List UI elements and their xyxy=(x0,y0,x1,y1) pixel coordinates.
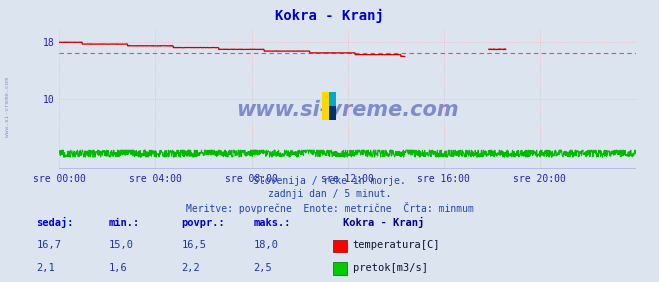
Bar xyxy=(329,106,336,120)
Text: sedaj:: sedaj: xyxy=(36,217,74,228)
Bar xyxy=(322,92,329,120)
Text: www.si-vreme.com: www.si-vreme.com xyxy=(237,100,459,120)
Text: 2,1: 2,1 xyxy=(36,263,55,273)
Text: pretok[m3/s]: pretok[m3/s] xyxy=(353,263,428,273)
Text: Kokra - Kranj: Kokra - Kranj xyxy=(343,217,424,228)
Text: Kokra - Kranj: Kokra - Kranj xyxy=(275,8,384,23)
Text: 16,5: 16,5 xyxy=(181,240,206,250)
Text: zadnji dan / 5 minut.: zadnji dan / 5 minut. xyxy=(268,189,391,199)
Text: Slovenija / reke in morje.: Slovenija / reke in morje. xyxy=(253,176,406,186)
Text: www.si-vreme.com: www.si-vreme.com xyxy=(5,77,11,137)
Text: 2,5: 2,5 xyxy=(254,263,272,273)
Text: 18,0: 18,0 xyxy=(254,240,279,250)
Text: 1,6: 1,6 xyxy=(109,263,127,273)
Text: 15,0: 15,0 xyxy=(109,240,134,250)
Text: 2,2: 2,2 xyxy=(181,263,200,273)
Text: min.:: min.: xyxy=(109,218,140,228)
Bar xyxy=(329,92,336,106)
Text: Meritve: povprečne  Enote: metrične  Črta: minmum: Meritve: povprečne Enote: metrične Črta:… xyxy=(186,202,473,214)
Text: 16,7: 16,7 xyxy=(36,240,61,250)
Text: maks.:: maks.: xyxy=(254,218,291,228)
Text: povpr.:: povpr.: xyxy=(181,218,225,228)
Text: temperatura[C]: temperatura[C] xyxy=(353,240,440,250)
